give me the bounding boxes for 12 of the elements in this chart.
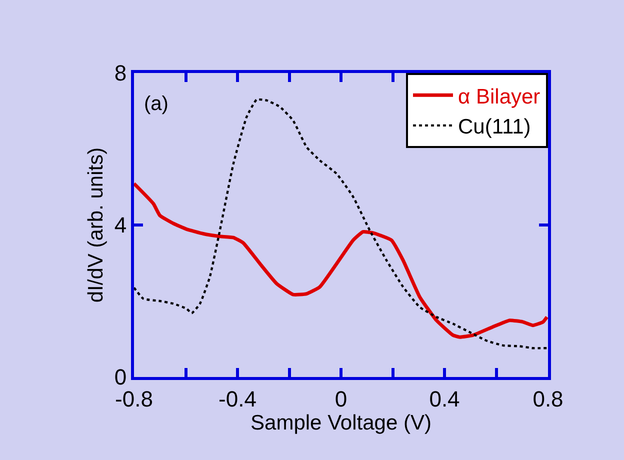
y-tick-label: 8: [114, 60, 127, 86]
legend-label: Cu(111): [458, 116, 531, 139]
x-tick-label: 0.4: [429, 386, 460, 412]
legend-label: α Bilayer: [458, 85, 540, 108]
x-tick-label: 0: [334, 386, 348, 412]
x-tick-label: 0.8: [532, 386, 564, 412]
x-axis-title: Sample Voltage (V): [250, 411, 432, 434]
y-axis-title: dI/dV (arb. units): [84, 147, 108, 303]
x-tick-label: -0.4: [218, 386, 256, 412]
line-series: [134, 182, 548, 339]
annotation: (a): [144, 93, 168, 115]
y-tick-label: 4: [114, 212, 127, 238]
